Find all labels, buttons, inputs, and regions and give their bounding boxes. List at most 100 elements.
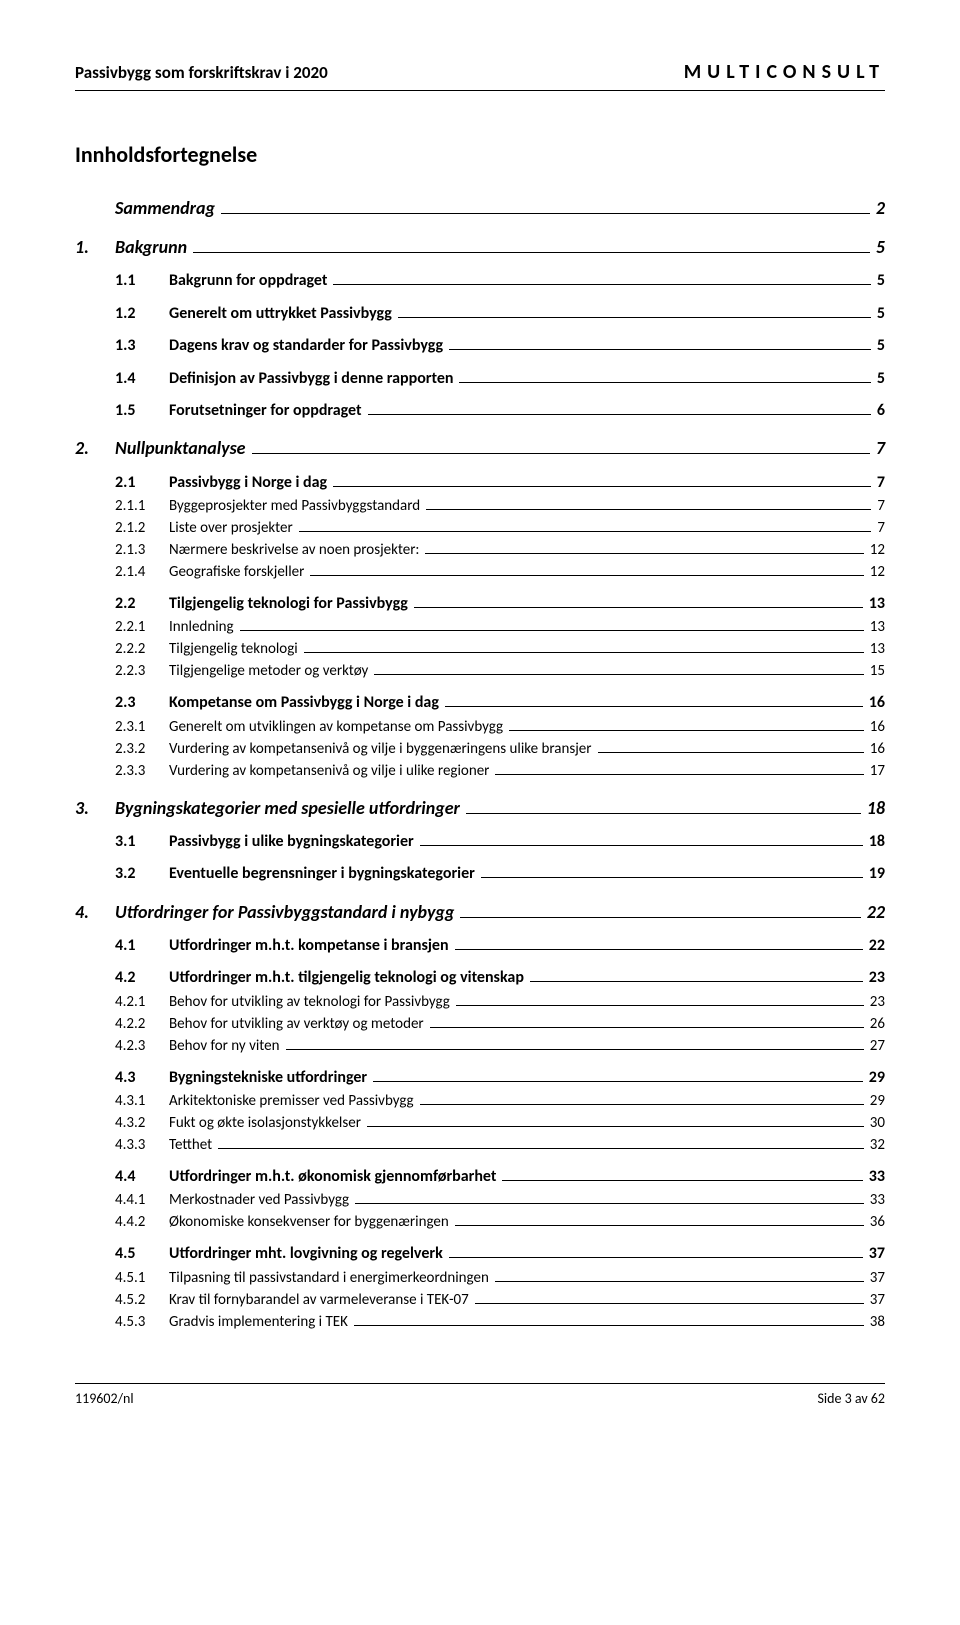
toc-entry-number: 4.2.2 [115, 1014, 169, 1035]
toc-leader-line [430, 1027, 864, 1028]
toc-entry-label: Behov for ny viten [169, 1036, 284, 1057]
toc-entry: 4.3.1Arkitektoniske premisser ved Passiv… [75, 1091, 885, 1112]
toc-entry-label: Passivbygg i Norge i dag [169, 472, 331, 494]
toc-entry-number: 1. [75, 235, 115, 260]
toc-entry-number: 3.2 [115, 863, 169, 885]
toc-entry-page: 29 [866, 1091, 885, 1112]
toc-entry-number: 4.5.2 [115, 1290, 169, 1311]
toc-entry: 4.5.2Krav til fornybarandel av varmeleve… [75, 1290, 885, 1311]
toc-leader-line [373, 1081, 863, 1082]
toc-leader-line [310, 575, 863, 576]
toc-entry-number: 4.1 [115, 935, 169, 957]
toc-entry-page: 17 [866, 761, 885, 782]
toc-entry-label: Sammendrag [115, 196, 219, 221]
toc-entry-label: Utfordringer mht. lovgivning og regelver… [169, 1243, 447, 1265]
toc-leader-line [502, 1180, 862, 1181]
toc-entry-page: 7 [873, 518, 885, 539]
toc-entry-label: Utfordringer m.h.t. kompetanse i bransje… [169, 935, 453, 957]
toc-entry-number: 2. [75, 436, 115, 461]
toc-leader-line [449, 349, 871, 350]
toc-entry: 4.4Utfordringer m.h.t. økonomisk gjennom… [75, 1166, 885, 1188]
toc-leader-line [456, 1005, 864, 1006]
toc-entry-label: Utfordringer m.h.t. tilgjengelig teknolo… [169, 967, 528, 989]
toc-entry-label: Tilgjengelige metoder og verktøy [169, 661, 372, 682]
toc-leader-line [475, 1303, 864, 1304]
toc-entry-number: 4.4.2 [115, 1212, 169, 1233]
toc-entry-label: Merkostnader ved Passivbygg [169, 1190, 353, 1211]
toc-entry-label: Behov for utvikling av verktøy og metode… [169, 1014, 428, 1035]
toc-leader-line [460, 917, 860, 918]
toc-entry-page: 6 [873, 400, 885, 422]
toc-entry-page: 7 [873, 496, 885, 517]
toc-entry-page: 18 [865, 831, 885, 853]
toc-entry-label: Tilgjengelig teknologi for Passivbygg [169, 593, 412, 615]
toc-heading: Innholdsfortegnelse [75, 141, 885, 168]
header-brand: MULTICONSULT [684, 60, 885, 84]
toc-entry-label: Tilgjengelig teknologi [169, 639, 302, 660]
toc-entry-page: 13 [865, 593, 885, 615]
toc-entry-number: 4.3.1 [115, 1091, 169, 1112]
toc-leader-line [426, 509, 871, 510]
toc-entry-page: 7 [872, 436, 885, 461]
toc-entry-number: 4.2.1 [115, 992, 169, 1013]
toc-entry-page: 12 [866, 540, 885, 561]
toc-leader-line [218, 1148, 864, 1149]
toc-entry-page: 38 [866, 1312, 885, 1333]
toc-entry: 1.3Dagens krav og standarder for Passivb… [75, 335, 885, 357]
toc-entry: 2.2.3Tilgjengelige metoder og verktøy15 [75, 661, 885, 682]
toc-entry-label: Eventuelle begrensninger i bygningskateg… [169, 863, 479, 885]
toc-entry-page: 22 [863, 900, 885, 925]
toc-leader-line [466, 813, 861, 814]
toc-entry: 4.5.3Gradvis implementering i TEK38 [75, 1312, 885, 1333]
toc-leader-line [299, 531, 872, 532]
toc-entry-number: 2.3.1 [115, 717, 169, 738]
toc-leader-line [193, 252, 870, 253]
toc-entry-number: 2.2.1 [115, 617, 169, 638]
toc-leader-line [455, 949, 863, 950]
toc-entry: 2.2.2Tilgjengelig teknologi13 [75, 639, 885, 660]
toc-entry: 1.5Forutsetninger for oppdraget6 [75, 400, 885, 422]
toc-entry: 4.3Bygningstekniske utfordringer29 [75, 1067, 885, 1089]
toc-entry: 2.1.4Geografiske forskjeller12 [75, 562, 885, 583]
toc-entry-page: 37 [866, 1268, 885, 1289]
toc-entry: 4.4.2Økonomiske konsekvenser for byggenæ… [75, 1212, 885, 1233]
toc-entry-label: Nullpunktanalyse [115, 436, 250, 461]
toc-entry-number: 4.3 [115, 1067, 169, 1089]
toc-leader-line [221, 213, 870, 214]
toc-entry-page: 5 [873, 270, 885, 292]
toc-entry-number: 2.1.1 [115, 496, 169, 517]
table-of-contents: Sammendrag21.Bakgrunn51.1Bakgrunn for op… [75, 196, 885, 1333]
header-title: Passivbygg som forskriftskrav i 2020 [75, 62, 328, 83]
toc-entry: 3.2Eventuelle begrensninger i bygningska… [75, 863, 885, 885]
toc-entry-label: Passivbygg i ulike bygningskategorier [169, 831, 418, 853]
toc-entry-number: 2.1 [115, 472, 169, 494]
toc-entry-label: Innledning [169, 617, 238, 638]
toc-entry: 4.1Utfordringer m.h.t. kompetanse i bran… [75, 935, 885, 957]
toc-entry: 2.1.3Nærmere beskrivelse av noen prosjek… [75, 540, 885, 561]
toc-entry-label: Økonomiske konsekvenser for byggenæringe… [169, 1212, 453, 1233]
toc-entry-label: Generelt om uttrykket Passivbygg [169, 303, 396, 325]
toc-entry-page: 32 [866, 1135, 885, 1156]
toc-entry: 2.3.2Vurdering av kompetansenivå og vilj… [75, 739, 885, 760]
toc-leader-line [425, 553, 863, 554]
toc-entry-page: 36 [866, 1212, 885, 1233]
toc-entry-page: 13 [866, 617, 885, 638]
toc-leader-line [414, 607, 863, 608]
toc-entry-label: Bygningskategorier med spesielle utfordr… [115, 796, 464, 821]
toc-entry: 4.3.3Tetthet32 [75, 1135, 885, 1156]
toc-entry: 4.4.1Merkostnader ved Passivbygg33 [75, 1190, 885, 1211]
toc-entry-label: Arkitektoniske premisser ved Passivbygg [169, 1091, 418, 1112]
toc-entry-page: 16 [865, 692, 885, 714]
toc-entry-label: Gradvis implementering i TEK [169, 1312, 352, 1333]
toc-entry-label: Geografiske forskjeller [169, 562, 308, 583]
toc-entry-page: 5 [873, 303, 885, 325]
toc-entry: 3.Bygningskategorier med spesielle utfor… [75, 796, 885, 821]
toc-entry-number: 2.3 [115, 692, 169, 714]
toc-entry: 2.2Tilgjengelig teknologi for Passivbygg… [75, 593, 885, 615]
toc-entry-label: Tetthet [169, 1135, 216, 1156]
toc-entry-number: 1.2 [115, 303, 169, 325]
toc-entry-label: Kompetanse om Passivbygg i Norge i dag [169, 692, 443, 714]
toc-leader-line [495, 774, 863, 775]
toc-entry-number: 2.1.4 [115, 562, 169, 583]
toc-entry: 4.2.1Behov for utvikling av teknologi fo… [75, 992, 885, 1013]
